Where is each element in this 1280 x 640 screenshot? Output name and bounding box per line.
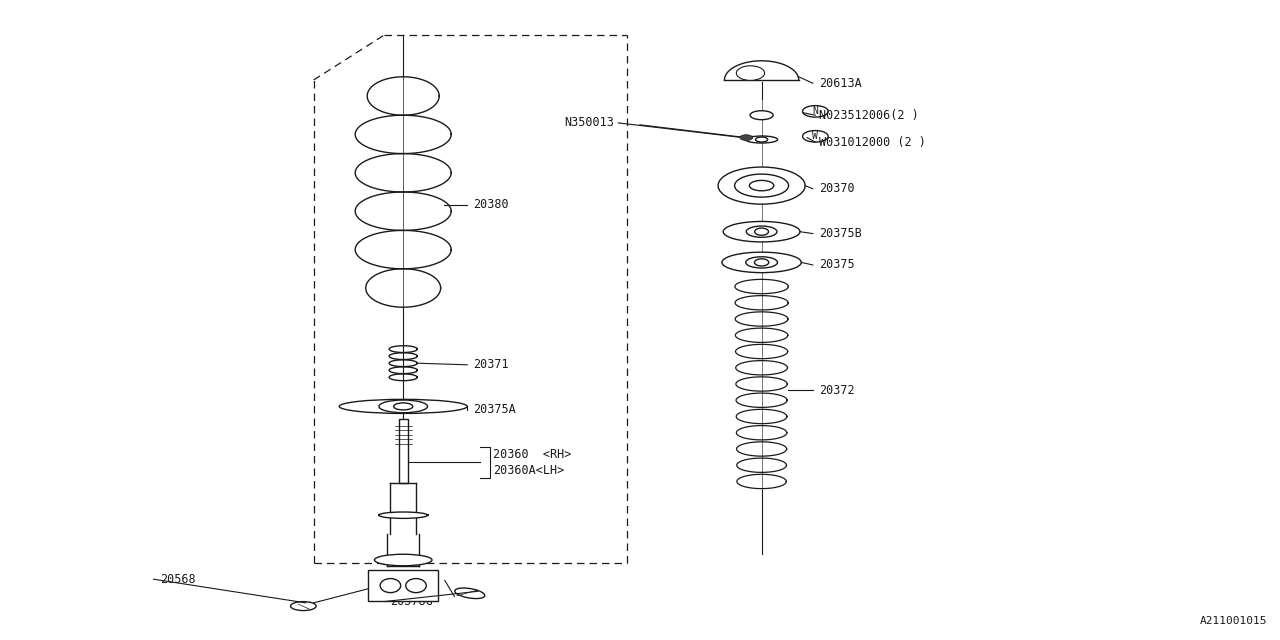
Ellipse shape: [723, 221, 800, 242]
Text: 20375B: 20375B: [819, 227, 861, 240]
Text: N023512006(2 ): N023512006(2 ): [819, 109, 919, 122]
Ellipse shape: [736, 66, 764, 81]
FancyBboxPatch shape: [399, 419, 407, 483]
Ellipse shape: [374, 554, 433, 566]
Ellipse shape: [735, 174, 788, 197]
Text: 20375: 20375: [819, 259, 855, 271]
Ellipse shape: [291, 602, 316, 611]
Text: 20380: 20380: [474, 198, 509, 211]
Ellipse shape: [718, 167, 805, 204]
Ellipse shape: [750, 111, 773, 120]
Ellipse shape: [746, 257, 777, 268]
Text: 20371: 20371: [474, 358, 509, 371]
Ellipse shape: [394, 403, 412, 410]
Text: A211001015: A211001015: [1199, 616, 1267, 626]
Ellipse shape: [746, 226, 777, 237]
Text: 20578G: 20578G: [390, 595, 433, 608]
Ellipse shape: [454, 588, 485, 598]
Text: 20360A<LH>: 20360A<LH>: [493, 464, 564, 477]
Ellipse shape: [380, 579, 401, 593]
Ellipse shape: [755, 137, 768, 142]
Ellipse shape: [740, 134, 753, 140]
Text: 20613A: 20613A: [819, 77, 861, 90]
Text: 20360  <RH>: 20360 <RH>: [493, 448, 571, 461]
Ellipse shape: [745, 136, 777, 143]
FancyBboxPatch shape: [369, 570, 438, 601]
Polygon shape: [724, 61, 799, 80]
Ellipse shape: [722, 252, 801, 273]
Ellipse shape: [749, 180, 774, 191]
Text: 20372: 20372: [819, 384, 855, 397]
Ellipse shape: [754, 259, 769, 266]
Text: 20568: 20568: [160, 573, 196, 586]
Text: W031012000 (2 ): W031012000 (2 ): [819, 136, 925, 148]
Text: 20370: 20370: [819, 182, 855, 195]
Ellipse shape: [339, 399, 467, 413]
Ellipse shape: [379, 512, 428, 518]
Ellipse shape: [755, 228, 768, 236]
Text: N: N: [813, 106, 818, 116]
Text: W: W: [813, 131, 818, 141]
Text: N350013: N350013: [564, 116, 614, 129]
Ellipse shape: [406, 579, 426, 593]
Text: 20375A: 20375A: [474, 403, 516, 416]
Ellipse shape: [379, 400, 428, 413]
